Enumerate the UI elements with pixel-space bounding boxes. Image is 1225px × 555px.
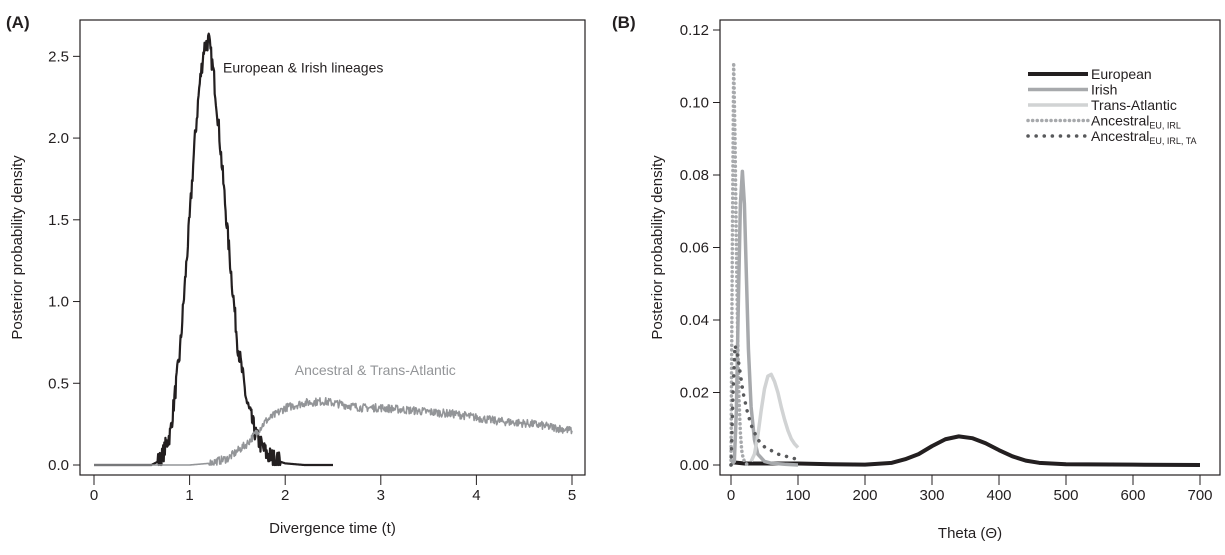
x-axis-title: Theta (Θ) bbox=[938, 525, 1002, 542]
series-line-1 bbox=[93, 397, 573, 466]
x-tick-label: 0 bbox=[727, 487, 735, 504]
y-tick-label: 0.10 bbox=[680, 95, 709, 112]
y-tick-label: 0.5 bbox=[48, 375, 69, 392]
x-tick-label: 600 bbox=[1120, 487, 1145, 504]
y-tick-label: 0.12 bbox=[680, 22, 709, 39]
series-line-0 bbox=[730, 434, 1201, 467]
x-axis-title: Divergence time (t) bbox=[269, 520, 396, 537]
legend-entry: AncestralEU, IRL, TA bbox=[1091, 128, 1197, 146]
y-tick-label: 2.5 bbox=[48, 48, 69, 65]
x-tick-label: 2 bbox=[281, 487, 289, 504]
x-tick-label: 1 bbox=[185, 487, 193, 504]
y-tick-label: 1.0 bbox=[48, 294, 69, 311]
series-line-4 bbox=[729, 343, 800, 467]
x-tick-label: 500 bbox=[1053, 487, 1078, 504]
y-tick-label: 0.02 bbox=[680, 385, 709, 402]
x-tick-label: 100 bbox=[785, 487, 810, 504]
y-axis-title: Posterior probability density bbox=[649, 155, 666, 340]
series-line-2 bbox=[749, 372, 800, 463]
y-tick-label: 0.04 bbox=[680, 312, 709, 329]
series-annotation: Ancestral & Trans-Atlantic bbox=[295, 362, 456, 378]
legend-entry: European bbox=[1091, 66, 1152, 82]
x-tick-label: 0 bbox=[90, 487, 98, 504]
legend-entry: Trans-Atlantic bbox=[1091, 97, 1177, 113]
x-tick-label: 5 bbox=[568, 487, 576, 504]
y-tick-label: 2.0 bbox=[48, 130, 69, 147]
plot-frame bbox=[79, 19, 586, 476]
y-tick-label: 0.06 bbox=[680, 240, 709, 257]
series-line-3 bbox=[729, 60, 750, 467]
legend-entry: Irish bbox=[1091, 82, 1117, 98]
x-tick-label: 300 bbox=[919, 487, 944, 504]
y-tick-label: 0.08 bbox=[680, 167, 709, 184]
panel-label: (A) bbox=[6, 13, 30, 32]
chart-panel-b: (B) 0 100 200 300 400 500 600 700 0.00 0.02 0.04 0.0… bbox=[612, 13, 1221, 542]
y-tick-label: 1.5 bbox=[48, 212, 69, 229]
series-annotation: European & Irish lineages bbox=[223, 60, 383, 76]
series-line-0 bbox=[93, 32, 334, 467]
y-tick-label: 0.0 bbox=[48, 457, 69, 474]
panel-label: (B) bbox=[612, 13, 636, 32]
x-tick-label: 700 bbox=[1187, 487, 1212, 504]
x-tick-label: 200 bbox=[852, 487, 877, 504]
chart-panel-a: (A) 0 1 2 3 4 5 0.0 0.5 1.0 1.5 2.0 2.5 Divergence ti… bbox=[6, 13, 586, 537]
x-tick-label: 3 bbox=[377, 487, 385, 504]
plot-frame bbox=[719, 19, 1221, 476]
x-tick-label: 4 bbox=[472, 487, 480, 504]
y-tick-label: 0.00 bbox=[680, 457, 709, 474]
y-axis-title: Posterior probability density bbox=[9, 155, 26, 340]
series-line-1 bbox=[729, 169, 799, 467]
x-tick-label: 400 bbox=[986, 487, 1011, 504]
